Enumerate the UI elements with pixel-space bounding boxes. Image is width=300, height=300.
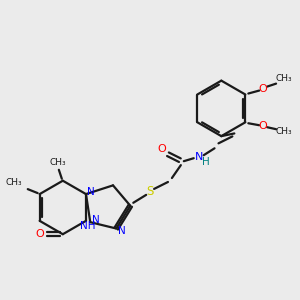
Text: O: O [36, 229, 44, 239]
Text: N: N [92, 215, 100, 225]
Text: N: N [194, 152, 203, 162]
Text: CH₃: CH₃ [50, 158, 66, 167]
Text: CH₃: CH₃ [6, 178, 22, 187]
Text: N: N [118, 226, 126, 236]
Text: O: O [158, 144, 166, 154]
Text: N: N [87, 187, 95, 197]
Text: O: O [259, 84, 268, 94]
Text: NH: NH [80, 221, 96, 231]
Text: S: S [146, 185, 154, 198]
Text: CH₃: CH₃ [276, 74, 292, 83]
Text: H: H [202, 157, 209, 167]
Text: O: O [259, 121, 268, 131]
Text: CH₃: CH₃ [276, 127, 292, 136]
